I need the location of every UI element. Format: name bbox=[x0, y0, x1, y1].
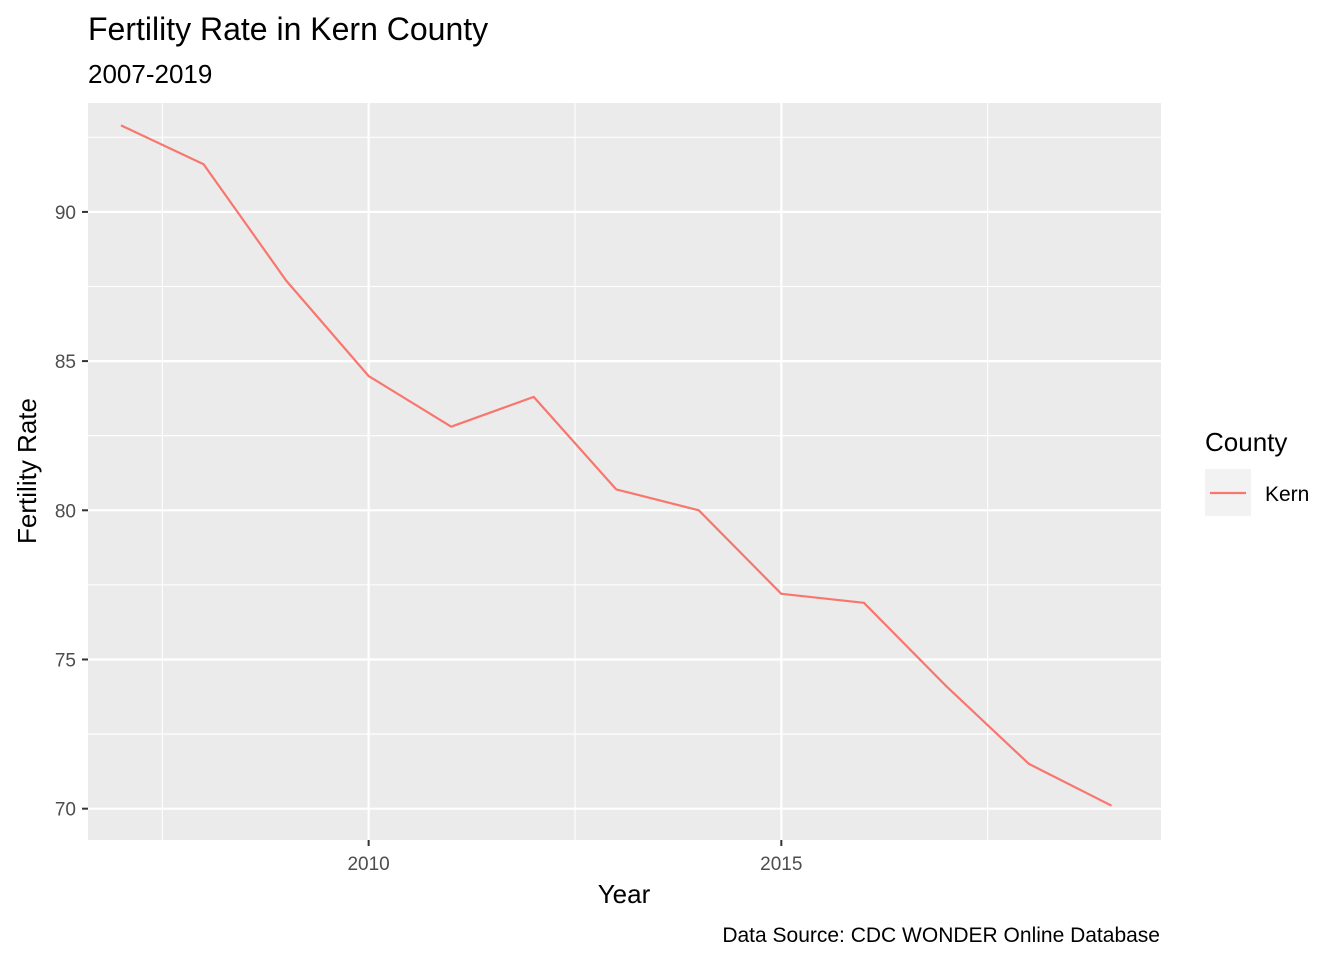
y-tick-label: 70 bbox=[55, 800, 76, 821]
chart-subtitle: 2007-2019 bbox=[88, 59, 212, 89]
y-tick-label: 75 bbox=[55, 650, 76, 671]
y-axis-title: Fertility Rate bbox=[12, 398, 42, 544]
plot-panel bbox=[88, 103, 1161, 840]
y-tick-label: 90 bbox=[55, 203, 76, 224]
series-layer bbox=[120, 124, 1112, 807]
x-tick-label: 2015 bbox=[760, 854, 802, 875]
axis-ticks: 70 75 80 85 90 2010 2015 bbox=[55, 203, 803, 875]
chart-caption: Data Source: CDC WONDER Online Database bbox=[722, 924, 1160, 947]
x-tick-label: 2010 bbox=[347, 854, 389, 875]
legend-title: County bbox=[1205, 427, 1287, 457]
y-tick-label: 85 bbox=[55, 352, 76, 373]
grid bbox=[88, 103, 1161, 840]
y-tick-label: 80 bbox=[55, 501, 76, 522]
x-axis-title: Year bbox=[598, 879, 651, 909]
legend: County Kern bbox=[1205, 427, 1309, 516]
legend-label-kern: Kern bbox=[1265, 483, 1309, 506]
chart-title: Fertility Rate in Kern County bbox=[88, 11, 488, 47]
series-line-kern bbox=[120, 124, 1112, 807]
